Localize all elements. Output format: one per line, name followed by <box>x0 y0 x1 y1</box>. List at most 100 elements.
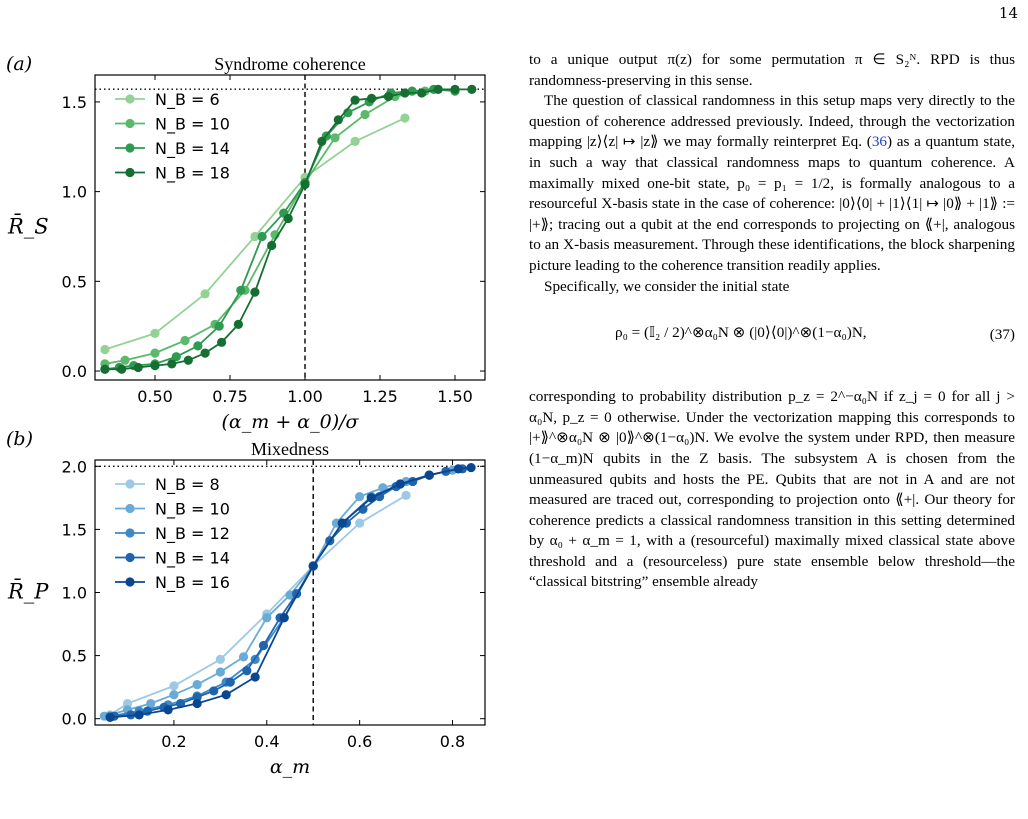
x-tick-label: 0.4 <box>254 732 279 751</box>
data-point <box>100 344 110 355</box>
data-point <box>401 490 411 500</box>
data-point <box>133 362 143 373</box>
legend-marker <box>125 503 135 514</box>
data-point <box>150 328 160 338</box>
data-point <box>300 179 310 190</box>
data-point <box>167 359 177 369</box>
data-point <box>169 681 179 691</box>
data-point <box>453 464 463 474</box>
x-tick-label: 0.2 <box>161 732 186 751</box>
panel-label: (b) <box>6 430 33 450</box>
data-point <box>283 213 293 224</box>
series-line <box>109 494 407 716</box>
legend-marker <box>125 552 135 563</box>
figure: (a) Syndrome coherence 0.50 0.75 1.00 1.25 1.5… <box>0 0 500 819</box>
data-point <box>366 493 376 503</box>
equation-37: ρ₀ = (𝕀₂ / 2)^⊗α₀N ⊗ (|0⟩⟨0|)^⊗(1−α₀)N, … <box>529 303 1015 377</box>
data-point <box>308 561 318 571</box>
series-line <box>104 90 426 365</box>
data-point <box>150 348 160 358</box>
data-point <box>105 712 115 723</box>
y-tick-label: 0.0 <box>62 710 87 729</box>
legend-marker <box>125 118 135 129</box>
legend-marker <box>125 94 135 104</box>
data-point <box>169 690 179 700</box>
page-number: 14 <box>998 4 1018 22</box>
x-tick-label: 1.00 <box>287 387 323 406</box>
data-point <box>192 692 202 702</box>
data-point <box>350 95 360 105</box>
legend-entry: N_B = 14 <box>155 139 230 159</box>
chart-syndrome-coherence: (a) Syndrome coherence 0.50 0.75 1.00 1.25 1.5… <box>6 53 486 433</box>
data-point <box>215 667 225 677</box>
chart-mixedness: (b) Mixedness 0.2 0.4 0.6 0.8 0.0 0.5 1.0 1.5 2.0 α… <box>6 430 486 778</box>
paragraph-classical-randomness: The question of classical randomness in … <box>529 91 1015 276</box>
y-tick-label: 1.5 <box>62 93 87 112</box>
y-tick-label: 1.0 <box>62 183 87 202</box>
data-point <box>180 335 190 346</box>
data-point <box>330 133 340 143</box>
data-point <box>400 88 410 98</box>
x-tick-label: 1.25 <box>362 387 398 406</box>
legend-marker <box>125 479 135 489</box>
data-point <box>350 136 360 146</box>
series-line <box>110 466 472 719</box>
data-point <box>400 113 410 123</box>
data-point <box>467 84 477 94</box>
data-point <box>209 686 219 696</box>
legend-marker <box>125 143 135 153</box>
data-point <box>317 136 327 146</box>
equation-reference-link[interactable]: 36 <box>871 133 888 151</box>
legend-entry: N_B = 10 <box>155 500 230 520</box>
x-axis-label: (α_m + α_0)/σ <box>222 411 360 433</box>
data-point <box>146 698 156 709</box>
data-point <box>117 364 127 374</box>
data-point <box>250 672 260 682</box>
data-point <box>200 289 210 299</box>
data-point <box>279 613 289 623</box>
equation-formula: ρ₀ = (𝕀₂ / 2)^⊗α₀N ⊗ (|0⟩⟨0|)^⊗(1−α₀)N, <box>615 324 867 342</box>
data-point <box>215 654 225 664</box>
y-tick-label: 1.0 <box>62 584 87 603</box>
data-point <box>424 470 434 480</box>
x-axis-label: α_m <box>270 756 310 778</box>
y-tick-label: 1.5 <box>62 520 87 539</box>
legend-entry: N_B = 12 <box>155 524 230 544</box>
data-point <box>221 690 231 700</box>
data-point <box>183 355 193 365</box>
x-tick-label: 0.8 <box>440 732 465 751</box>
data-point <box>433 84 443 94</box>
legend-marker <box>125 528 135 538</box>
paragraph-continuation: to a unique output π(z) for some permuta… <box>529 51 1015 89</box>
x-tick-label: 0.6 <box>347 732 372 751</box>
data-point <box>236 285 246 295</box>
legend-entry: N_B = 18 <box>155 164 230 184</box>
data-point <box>360 109 370 120</box>
legend-entry: N_B = 10 <box>155 115 230 135</box>
data-point <box>250 231 260 242</box>
data-point <box>250 287 260 297</box>
data-point <box>337 518 347 528</box>
data-point <box>417 88 427 98</box>
legend-entry: N_B = 14 <box>155 549 230 569</box>
paragraph-text: The question of classical randomness in … <box>529 92 1015 151</box>
chart-title: Mixedness <box>251 439 329 459</box>
paragraph-text: ) as a quantum state, in such a way that… <box>529 133 1015 274</box>
data-point <box>193 341 203 351</box>
data-point <box>100 364 110 374</box>
data-point <box>225 677 235 687</box>
data-point <box>192 698 202 709</box>
data-point <box>355 491 365 502</box>
y-tick-label: 0.5 <box>62 272 87 291</box>
y-axis-label: R̄_P <box>7 579 49 604</box>
legend-entry: N_B = 8 <box>155 475 220 495</box>
data-point <box>395 479 405 489</box>
data-point <box>233 319 243 329</box>
paragraph-probability-distribution: corresponding to probability distributio… <box>529 388 1015 591</box>
data-point <box>267 240 277 251</box>
data-point <box>134 710 144 720</box>
data-point <box>217 337 227 347</box>
y-tick-label: 0.0 <box>62 362 87 381</box>
equation-number: (37) <box>989 326 1015 344</box>
x-tick-label: 0.50 <box>137 387 173 406</box>
